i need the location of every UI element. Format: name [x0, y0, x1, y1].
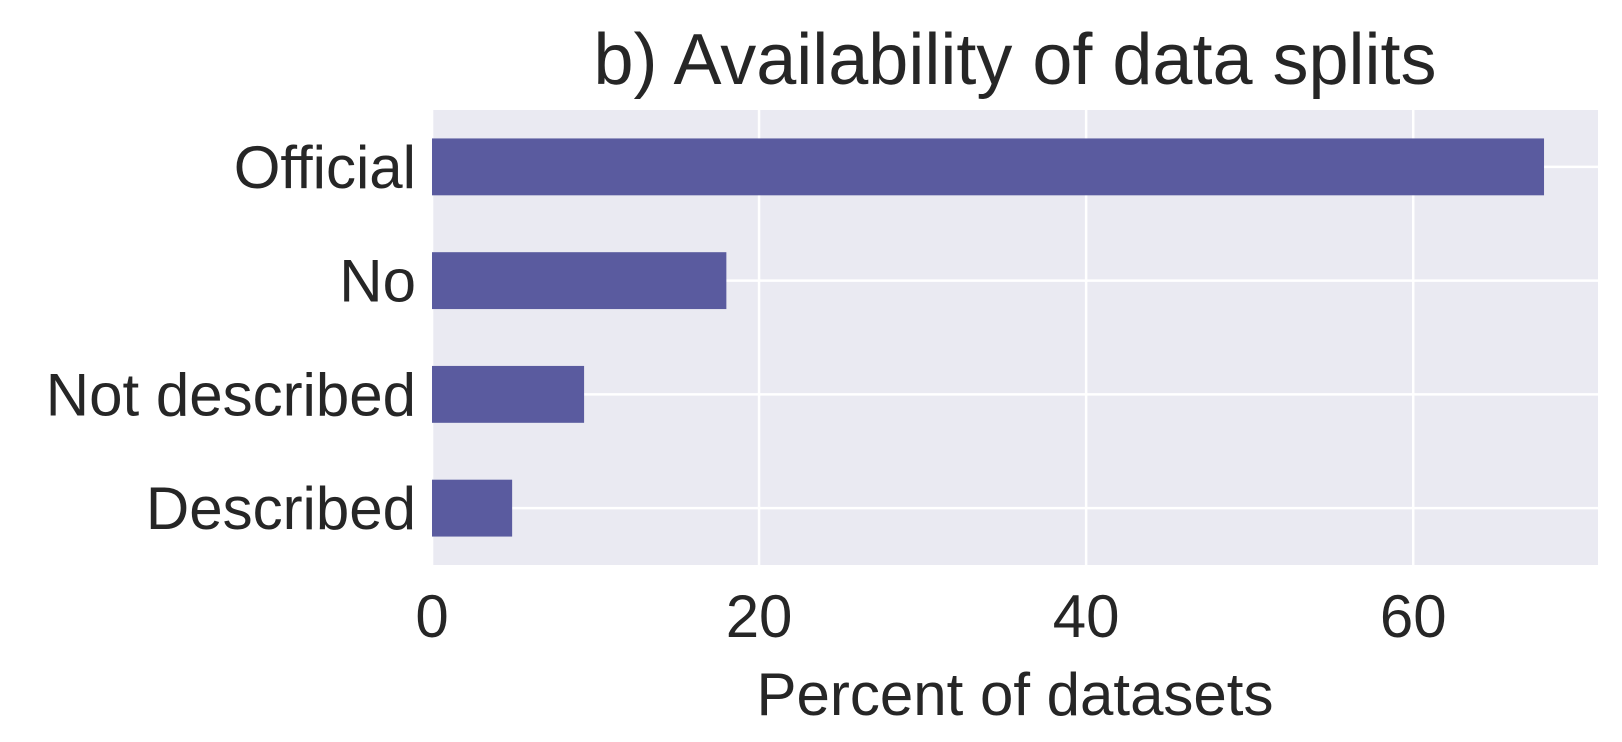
bar-not-described [432, 365, 585, 423]
x-tick-labels: 0 20 40 60 [415, 583, 1446, 650]
y-tick-label-official: Official [234, 134, 416, 201]
chart-title: b) Availability of data splits [593, 20, 1436, 100]
bar-official [432, 138, 1545, 196]
x-tick-label-40: 40 [1053, 583, 1120, 650]
bar-described [432, 479, 513, 537]
x-tick-label-0: 0 [415, 583, 448, 650]
y-tick-labels: Official No Not described Described [46, 134, 416, 542]
y-tick-label-not-described: Not described [46, 361, 416, 428]
x-tick-label-60: 60 [1380, 583, 1447, 650]
bar-no [432, 252, 727, 310]
y-tick-label-described: Described [146, 475, 416, 542]
bars [432, 138, 1545, 537]
y-tick-label-no: No [339, 248, 416, 315]
x-axis-label: Percent of datasets [757, 661, 1274, 728]
x-tick-label-20: 20 [726, 583, 793, 650]
